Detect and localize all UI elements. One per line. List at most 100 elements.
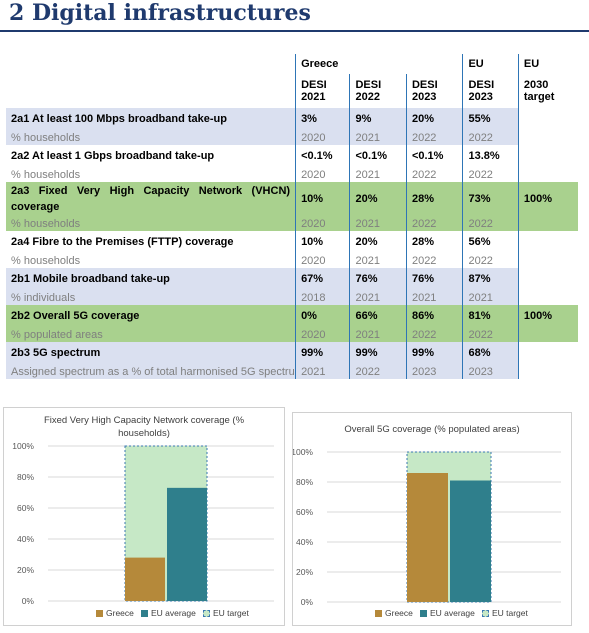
indicator-row: 2b2 Overall 5G coverage 0% 66% 86% 81% 100% bbox=[6, 305, 578, 327]
y-tick-label: 20% bbox=[296, 567, 313, 577]
y-tick-label: 40% bbox=[17, 534, 34, 544]
indicator-subrow: % households 2020 2021 2022 2022 bbox=[6, 130, 578, 145]
indicator-value bbox=[517, 342, 578, 364]
y-tick-label: 80% bbox=[296, 477, 313, 487]
indicator-subrow: % populated areas 2020 2021 2022 2022 bbox=[6, 327, 578, 342]
indicator-value: 20% bbox=[405, 108, 463, 130]
indicator-year: 2022 bbox=[405, 253, 463, 268]
indicator-year: 2020 bbox=[295, 253, 350, 268]
indicator-value: 100% bbox=[517, 305, 578, 327]
indicator-subrow: % households 2020 2021 2022 2022 bbox=[6, 253, 578, 268]
indicator-value: 87% bbox=[462, 268, 519, 290]
legend-item-greece: Greece bbox=[375, 608, 413, 618]
col-header: DESI 2023 bbox=[405, 74, 463, 108]
col-header: DESI 2021 bbox=[295, 74, 350, 108]
legend-swatch-eu-average bbox=[419, 610, 427, 618]
indicator-year: 2022 bbox=[462, 130, 519, 145]
header-greece: Greece bbox=[295, 54, 463, 74]
indicator-year: 2022 bbox=[405, 216, 463, 231]
indicator-value: 28% bbox=[405, 182, 463, 216]
indicator-year: 2022 bbox=[462, 253, 519, 268]
indicator-year: 2022 bbox=[462, 327, 519, 342]
indicator-value bbox=[517, 231, 578, 253]
indicator-unit: % households bbox=[11, 254, 81, 267]
indicator-subrow: % individuals 2018 2021 2021 2021 bbox=[6, 290, 578, 305]
header-eu-target: EU bbox=[517, 54, 578, 74]
header-eu: EU bbox=[462, 54, 519, 74]
indicator-year bbox=[517, 327, 578, 342]
indicator-year: 2022 bbox=[349, 364, 407, 379]
indicator-year: 2020 bbox=[295, 216, 350, 231]
section-title: 2 Digital infrastructures bbox=[9, 0, 311, 26]
indicator-value: 73% bbox=[462, 182, 519, 216]
indicator-label: 2a4 Fibre to the Premises (FTTP) coverag… bbox=[11, 236, 234, 248]
col-header: 2030 target bbox=[517, 74, 578, 108]
indicator-year bbox=[517, 290, 578, 305]
indicator-value: 3% bbox=[295, 108, 350, 130]
indicator-value: 20% bbox=[349, 231, 407, 253]
indicator-label: 2b3 5G spectrum bbox=[6, 342, 296, 364]
indicator-year: 2021 bbox=[349, 327, 407, 342]
legend-item-greece: Greece bbox=[96, 608, 134, 618]
indicator-year: 2021 bbox=[349, 130, 407, 145]
y-tick-label: 20% bbox=[17, 565, 34, 575]
indicator-year: 2021 bbox=[462, 290, 519, 305]
indicator-year: 2022 bbox=[405, 130, 463, 145]
indicator-year: 2021 bbox=[349, 216, 407, 231]
indicator-value: 99% bbox=[295, 342, 350, 364]
indicator-year bbox=[517, 130, 578, 145]
chart-title: Overall 5G coverage (% populated areas) bbox=[344, 424, 520, 435]
legend-item-eu-target: EU target bbox=[202, 608, 249, 618]
indicator-row: 2a2 At least 1 Gbps broadband take-up <0.… bbox=[6, 145, 578, 167]
vhcn-chart-plot: 0% 20% 40% 60% 80% 100% bbox=[12, 441, 274, 606]
indicator-row: 2a3 Fixed Very High Capacity Network (VH… bbox=[6, 182, 578, 216]
indicator-year: 2023 bbox=[462, 364, 519, 379]
indicator-year: 2021 bbox=[349, 290, 407, 305]
indicator-year: 2021 bbox=[295, 364, 350, 379]
indicator-value: 13.8% bbox=[462, 145, 519, 167]
indicator-row: 2a4 Fibre to the Premises (FTTP) coverag… bbox=[6, 231, 578, 253]
5g-chart-plot: 0% 20% 40% 60% 80% 100% bbox=[293, 447, 561, 607]
indicator-value bbox=[517, 268, 578, 290]
indicator-label: 2a2 At least 1 Gbps broadband take-up bbox=[11, 150, 215, 162]
indicator-value: <0.1% bbox=[295, 145, 350, 167]
y-tick-label: 60% bbox=[17, 503, 34, 513]
legend-item-eu-average: EU average bbox=[140, 608, 196, 618]
chart-legend: Greece EU average EU target bbox=[375, 608, 528, 618]
desi-indicators-table: Greece EU EU DESI 2021 DESI 2022 DESI 2023 … bbox=[6, 54, 578, 379]
indicator-year: 2022 bbox=[405, 327, 463, 342]
indicator-value: 67% bbox=[295, 268, 350, 290]
indicator-year: 2021 bbox=[349, 167, 407, 182]
indicator-year: 2020 bbox=[295, 327, 350, 342]
bar-greece bbox=[407, 473, 448, 602]
indicator-label: 2a3 Fixed Very High Capacity Network (VH… bbox=[6, 182, 296, 216]
indicator-unit: % individuals bbox=[6, 290, 296, 305]
indicator-year: 2021 bbox=[405, 290, 463, 305]
y-tick-label: 80% bbox=[17, 472, 34, 482]
indicator-value: 86% bbox=[405, 305, 463, 327]
y-tick-label: 100% bbox=[293, 447, 313, 457]
legend-swatch-eu-average bbox=[140, 610, 148, 618]
title-divider bbox=[0, 30, 589, 32]
indicator-value: 10% bbox=[295, 182, 350, 216]
indicator-unit: % households bbox=[6, 216, 296, 231]
vhcn-coverage-chart: Fixed Very High Capacity Network coverag… bbox=[3, 407, 285, 626]
col-header: DESI 2022 bbox=[349, 74, 407, 108]
indicator-year: 2022 bbox=[462, 216, 519, 231]
chart-title: Fixed Very High Capacity Network coverag… bbox=[43, 415, 245, 439]
col-header: DESI 2023 bbox=[462, 74, 519, 108]
indicator-subrow: % households 2020 2021 2022 2022 bbox=[6, 216, 578, 231]
legend-swatch-eu-target bbox=[202, 610, 210, 618]
indicator-value: <0.1% bbox=[349, 145, 407, 167]
indicator-year: 2021 bbox=[349, 253, 407, 268]
indicator-value: 9% bbox=[349, 108, 407, 130]
indicator-unit: % households bbox=[6, 130, 296, 145]
indicator-value: 56% bbox=[462, 231, 519, 253]
bar-eu-average bbox=[167, 487, 207, 601]
indicator-value: 55% bbox=[462, 108, 519, 130]
indicator-unit: Assigned spectrum as a % of total harmon… bbox=[6, 364, 296, 379]
indicator-label: 2b1 Mobile broadband take-up bbox=[6, 268, 296, 290]
indicator-value: 76% bbox=[405, 268, 463, 290]
indicator-row: 2b3 5G spectrum 99% 99% 99% 68% bbox=[6, 342, 578, 364]
5g-coverage-chart: Overall 5G coverage (% populated areas) … bbox=[292, 412, 572, 626]
